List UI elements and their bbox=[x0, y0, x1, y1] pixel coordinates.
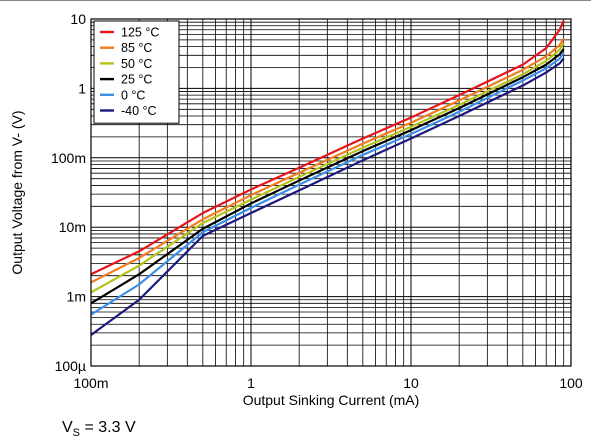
y-tick-label-3: 100m bbox=[51, 150, 86, 166]
legend-box bbox=[93, 20, 180, 124]
x-axis-label: Output Sinking Current (mA) bbox=[243, 392, 420, 408]
x-tick-label-2: 10 bbox=[403, 375, 419, 391]
legend-label-3: 25 °C bbox=[121, 73, 152, 87]
x-tick-label-1: 1 bbox=[247, 375, 255, 391]
x-tick-label-0: 100m bbox=[73, 375, 108, 391]
y-tick-labels: 100µ 1m 10m 100m 1 10 bbox=[51, 11, 86, 374]
legend-label-4: 0 °C bbox=[121, 88, 145, 102]
series-line-2 bbox=[91, 42, 565, 294]
y-tick-label-4: 1 bbox=[78, 80, 86, 96]
series-line-4 bbox=[91, 52, 565, 316]
legend-label-1: 85 °C bbox=[121, 41, 152, 55]
supply-voltage-note: VS = 3.3 V bbox=[62, 420, 136, 441]
series-line-1 bbox=[91, 38, 565, 284]
note-suffix: = 3.3 V bbox=[80, 419, 136, 436]
y-axis-label: Output Voltage from V- (V) bbox=[9, 110, 25, 274]
y-tick-label-5: 10 bbox=[70, 11, 86, 27]
plot-frame bbox=[90, 18, 572, 367]
y-tick-label-1: 1m bbox=[67, 289, 86, 305]
legend-label-5: -40 °C bbox=[121, 104, 157, 118]
legend: 125 °C85 °C 50 °C 25 °C0 °C -40 °C bbox=[93, 20, 180, 124]
note-subscript: S bbox=[72, 427, 81, 439]
legend-label-0: 125 °C bbox=[121, 26, 159, 40]
series-line-0 bbox=[91, 20, 565, 276]
note-prefix: V bbox=[62, 419, 73, 436]
y-tick-label-2: 10m bbox=[59, 219, 86, 235]
x-tick-label-3: 100 bbox=[559, 375, 583, 391]
x-tick-labels: 100m 1 10 100 bbox=[73, 375, 582, 391]
series-layer bbox=[91, 20, 565, 336]
series-line-3 bbox=[91, 48, 565, 305]
y-tick-label-0: 100µ bbox=[55, 358, 86, 374]
series-line-5 bbox=[91, 57, 565, 336]
legend-label-2: 50 °C bbox=[121, 57, 152, 71]
